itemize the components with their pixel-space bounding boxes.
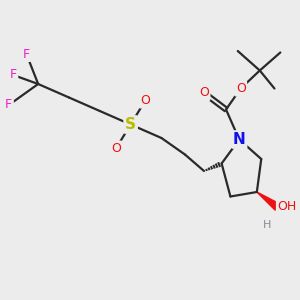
Text: H: H: [263, 220, 271, 230]
Text: F: F: [23, 47, 30, 61]
Text: N: N: [233, 132, 246, 147]
Text: O: O: [199, 86, 209, 100]
Text: S: S: [125, 117, 136, 132]
Text: O: O: [140, 94, 150, 107]
Text: O: O: [236, 82, 246, 95]
Polygon shape: [257, 192, 280, 210]
Text: O: O: [111, 142, 121, 155]
Text: F: F: [5, 98, 12, 112]
Text: OH: OH: [278, 200, 297, 214]
Text: F: F: [10, 68, 17, 82]
